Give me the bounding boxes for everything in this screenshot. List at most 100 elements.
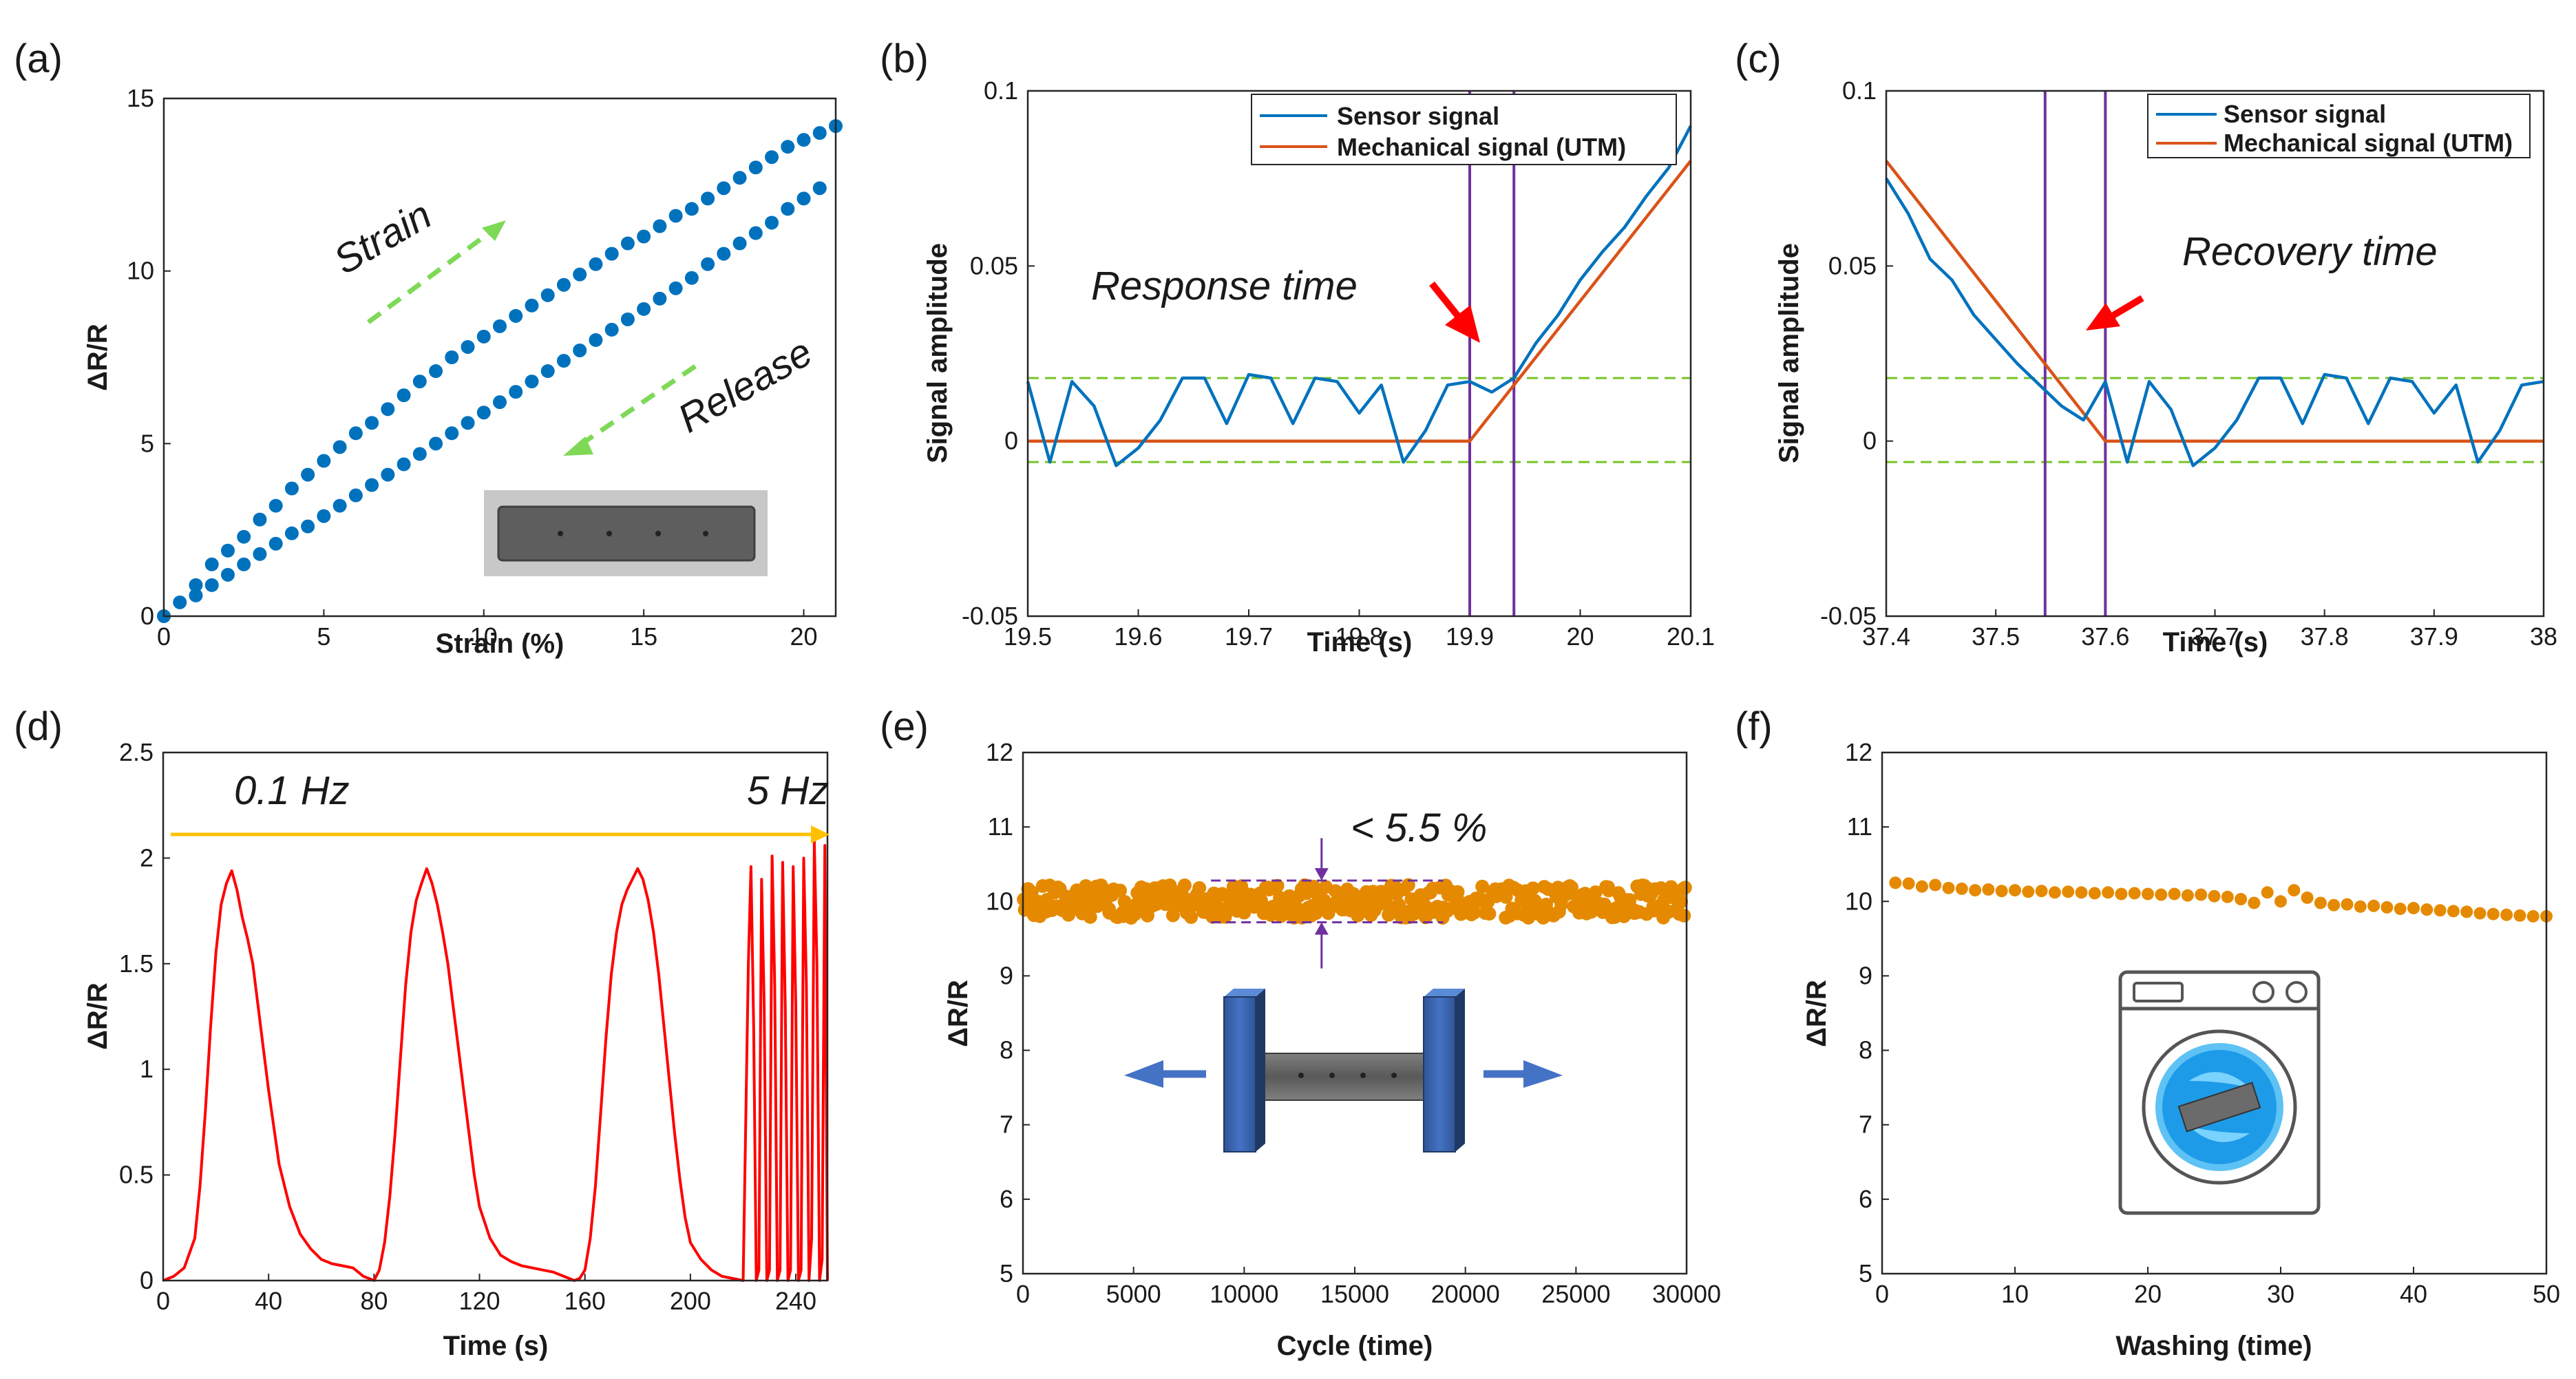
- water-swirl: [2189, 1072, 2250, 1088]
- data-point: [2195, 888, 2208, 901]
- data-point: [2288, 884, 2301, 897]
- clamp-right-side: [1455, 989, 1465, 1152]
- data-point: [253, 512, 267, 527]
- data-point: [237, 529, 251, 544]
- sensor-strip: [497, 505, 756, 562]
- panel-e: (e) 0 5000 10000 15000 20000 25000 30000 5 6 7 8 9 1…: [880, 704, 1721, 1361]
- x-tick-label: 25000: [1541, 1280, 1610, 1308]
- data-point: [220, 567, 235, 582]
- data-point: [429, 436, 443, 451]
- data-point: [268, 498, 283, 513]
- data-point: [2394, 903, 2407, 916]
- plot-frame-d: [162, 751, 829, 1282]
- data-point: [2301, 891, 2314, 904]
- x-tick-label: 19.9: [1446, 622, 1494, 651]
- data-point: [2460, 905, 2473, 918]
- data-point: [1955, 882, 1968, 895]
- y-axis-label-d: ΔR/R: [83, 982, 113, 1050]
- data-point: [2274, 895, 2287, 908]
- plot-frame-a: [162, 97, 837, 618]
- legend-box: [2147, 94, 2531, 158]
- sensor-strip: [2177, 1082, 2261, 1133]
- data-point: [765, 215, 779, 230]
- data-point: [2341, 898, 2354, 911]
- data-point: [365, 416, 379, 430]
- x-tick-label: 40: [2400, 1280, 2427, 1308]
- data-point: [668, 281, 683, 295]
- y-tick-label: 11: [988, 812, 1013, 841]
- y-tick-label: 0.05: [970, 251, 1018, 280]
- x-tick-label: 240: [775, 1287, 816, 1315]
- panel-f: (f) 0 10 20 30 40 50 5 6 7 8 9 10 11 12 Washing (time…: [1735, 704, 2560, 1361]
- data-point: [1083, 909, 1097, 924]
- data-point: [332, 440, 347, 454]
- data-point: [1942, 881, 1955, 894]
- data-point: [237, 557, 251, 571]
- data-point: [476, 329, 491, 344]
- data-point: [781, 202, 795, 216]
- x-tick-label: 20: [790, 622, 818, 651]
- data-point: [556, 354, 571, 368]
- x-tick-label: 15: [630, 622, 657, 651]
- legend-label-sensor: Sensor signal: [2224, 100, 2386, 128]
- data-point: [2048, 886, 2061, 899]
- data-point: [2088, 887, 2101, 900]
- electrode-dot: [606, 531, 612, 536]
- data-point: [1024, 885, 1039, 899]
- panel-c: (c) 37.4 37.5 37.6 37.7 37.8 37.9 38 -0.05 0 0.05…: [1735, 36, 2557, 657]
- data-point: [2380, 901, 2394, 914]
- data-point: [604, 322, 619, 337]
- annotation-response-time: Response time: [1091, 264, 1358, 308]
- electrode-dot: [1298, 1073, 1304, 1078]
- data-point: [332, 498, 347, 513]
- series-response-curve: [162, 839, 829, 1282]
- strain-arrow: [366, 229, 494, 324]
- y-tick-label: 7: [1859, 1110, 1872, 1139]
- plot-frame-f: [1881, 751, 2548, 1275]
- plot-f: 0 10 20 30 40 50 5 6 7 8 9 10 11 12: [1845, 738, 2560, 1308]
- data-point: [2526, 909, 2540, 923]
- x-tick-label: 37.8: [2301, 622, 2349, 651]
- data-point: [365, 478, 379, 492]
- data-point: [637, 302, 651, 316]
- x-tick-label: 38: [2530, 622, 2557, 651]
- data-point: [573, 343, 587, 357]
- data-point: [429, 364, 443, 379]
- electrode-dot: [1360, 1073, 1366, 1078]
- data-point: [781, 140, 795, 154]
- data-point: [284, 526, 299, 540]
- data-point: [2115, 887, 2128, 901]
- clamp-right-top: [1424, 989, 1465, 997]
- y-axis-label-a: ΔR/R: [83, 324, 113, 391]
- annotation-freq-low: 0.1 Hz: [234, 768, 350, 813]
- x-tick-label: 19.7: [1225, 622, 1273, 651]
- x-tick-label: 19.6: [1114, 622, 1162, 651]
- data-point: [189, 588, 203, 602]
- data-point: [2248, 896, 2261, 909]
- data-point: [653, 291, 667, 306]
- x-tick-label: 200: [670, 1287, 711, 1315]
- y-tick-label: 5: [140, 429, 154, 457]
- y-tick-label: 8: [1859, 1036, 1872, 1064]
- data-point: [445, 350, 459, 364]
- y-axis-label-f: ΔR/R: [1802, 980, 1832, 1047]
- y-tick-label: 0.05: [1828, 251, 1877, 280]
- data-point: [1995, 885, 2008, 898]
- x-tick-label: 10: [470, 622, 498, 651]
- data-point: [509, 385, 523, 399]
- data-point: [2181, 889, 2194, 902]
- y-tick-label: -0.05: [1820, 602, 1877, 630]
- clamp-left-top: [1224, 989, 1265, 997]
- variation-arrowhead-top: [1314, 868, 1329, 881]
- panel-label-d: (d): [14, 704, 63, 749]
- data-point: [668, 209, 683, 223]
- data-point: [509, 308, 523, 323]
- sensor-strip: [1256, 1053, 1428, 1101]
- data-point: [2168, 887, 2181, 901]
- annotation-variation: < 5.5 %: [1351, 806, 1487, 850]
- data-point: [2035, 885, 2048, 898]
- data-point: [1982, 883, 1995, 896]
- y-tick-label: 2: [140, 843, 154, 872]
- data-point: [684, 271, 699, 285]
- y-tick-label: 1: [140, 1055, 154, 1083]
